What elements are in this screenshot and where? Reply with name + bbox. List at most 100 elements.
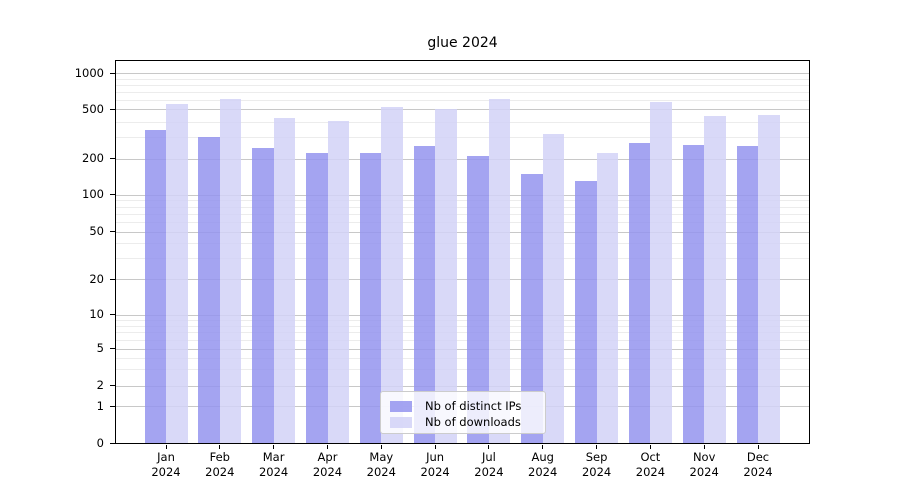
y-tick-mark [110, 194, 115, 196]
x-tick-label-sep: Sep 2024 [565, 450, 629, 479]
bar-distinct-ips-nov [682, 144, 705, 443]
month-label: Dec [746, 450, 770, 464]
bar-distinct-ips-jan [144, 130, 166, 443]
year-label: 2024 [420, 464, 450, 479]
gridline-minor [116, 206, 809, 208]
bar-downloads-dec [758, 115, 780, 443]
y-tick-label: 50 [89, 224, 104, 239]
month-label: Oct [640, 450, 661, 464]
gridline-minor [116, 243, 809, 245]
y-tick-label: 200 [82, 151, 104, 166]
bar-downloads-feb [219, 99, 242, 443]
x-tick-mark [542, 445, 544, 449]
x-tick-mark [703, 445, 705, 449]
x-tick-mark [434, 445, 436, 449]
y-tick-mark [110, 348, 115, 350]
gridline-minor [116, 99, 809, 101]
gridline-major [116, 231, 809, 233]
legend-swatch [390, 400, 412, 412]
y-tick-label: 20 [89, 271, 104, 286]
legend-label: Nb of downloads [425, 415, 521, 429]
y-tick-mark [110, 405, 115, 407]
month-label: Sep [585, 450, 608, 464]
bar-downloads-nov [704, 116, 726, 443]
gridline-minor [116, 319, 809, 321]
y-tick-mark [110, 442, 115, 444]
gridline-minor [116, 222, 809, 224]
x-tick-mark [219, 445, 221, 449]
y-tick-label: 1000 [74, 65, 104, 80]
bar-downloads-oct [650, 101, 672, 443]
y-tick-label: 2 [96, 378, 104, 393]
legend-label: Nb of distinct IPs [425, 399, 522, 413]
year-label: 2024 [205, 464, 235, 479]
x-tick-mark [488, 445, 490, 449]
x-tick-label-dec: Dec 2024 [726, 450, 790, 479]
gridline-minor [116, 332, 809, 334]
month-label: Apr [317, 450, 338, 464]
x-tick-label-aug: Aug 2024 [511, 450, 575, 479]
x-tick-label-may: May 2024 [349, 450, 413, 479]
bar-downloads-aug [542, 133, 565, 443]
legend-item-distinct-ips: Nb of distinct IPs [390, 398, 541, 414]
y-tick-label: 5 [96, 341, 104, 356]
gridline-major [116, 279, 809, 281]
year-label: 2024 [581, 464, 612, 479]
gridline-major [116, 109, 809, 111]
legend: Nb of distinct IPs Nb of downloads [380, 391, 546, 434]
x-tick-label-oct: Oct 2024 [618, 450, 682, 479]
month-label: Jul [481, 450, 496, 464]
year-label: 2024 [635, 464, 666, 479]
gridline-minor [116, 121, 809, 123]
month-label: Jun [426, 450, 445, 464]
x-tick-mark [327, 445, 328, 449]
y-tick-label: 10 [89, 307, 104, 322]
year-label: 2024 [743, 464, 773, 479]
month-label: Nov [692, 450, 716, 464]
y-tick-label: 1 [96, 398, 104, 413]
gridline-minor [116, 84, 809, 86]
month-label: Feb [209, 450, 230, 464]
bar-downloads-sep [596, 152, 619, 443]
gridline-minor [116, 369, 809, 371]
y-tick-label: 500 [82, 101, 104, 116]
x-tick-mark [757, 445, 759, 449]
x-tick-label-jul: Jul 2024 [457, 450, 521, 479]
x-tick-label-nov: Nov 2024 [672, 450, 736, 479]
gridline-major [116, 348, 809, 350]
month-label: Mar [262, 450, 285, 464]
gridline-minor [116, 137, 809, 138]
gridline-minor [116, 258, 809, 260]
gridline-major [116, 73, 809, 74]
x-tick-label-mar: Mar 2024 [242, 450, 306, 479]
y-tick-mark [110, 231, 115, 233]
bar-downloads-may [381, 106, 403, 443]
x-tick-label-feb: Feb 2024 [188, 450, 252, 479]
year-label: 2024 [366, 464, 396, 479]
y-tick-mark [110, 158, 115, 160]
year-label: 2024 [474, 464, 504, 479]
year-label: 2024 [689, 464, 719, 479]
y-tick-mark [110, 108, 115, 110]
bar-downloads-apr [327, 120, 349, 443]
gridline-major [116, 158, 809, 160]
bar-downloads-jun [435, 109, 457, 443]
year-label: 2024 [528, 464, 558, 479]
x-tick-mark [380, 445, 382, 449]
bar-distinct-ips-aug [521, 173, 543, 443]
bar-distinct-ips-jul [467, 156, 489, 443]
legend-item-downloads: Nb of downloads [390, 414, 541, 430]
x-tick-label-apr: Apr 2024 [296, 450, 360, 479]
gridline-major [116, 194, 809, 196]
y-tick-mark [110, 278, 115, 280]
plot-area [115, 60, 810, 444]
gridline-minor [116, 357, 809, 359]
bar-distinct-ips-sep [575, 181, 597, 443]
year-label: 2024 [312, 464, 343, 479]
bar-downloads-mar [273, 118, 296, 443]
x-tick-mark [649, 445, 651, 449]
gridline-minor [116, 78, 809, 80]
month-label: May [369, 450, 394, 464]
bar-downloads-jul [488, 99, 511, 443]
